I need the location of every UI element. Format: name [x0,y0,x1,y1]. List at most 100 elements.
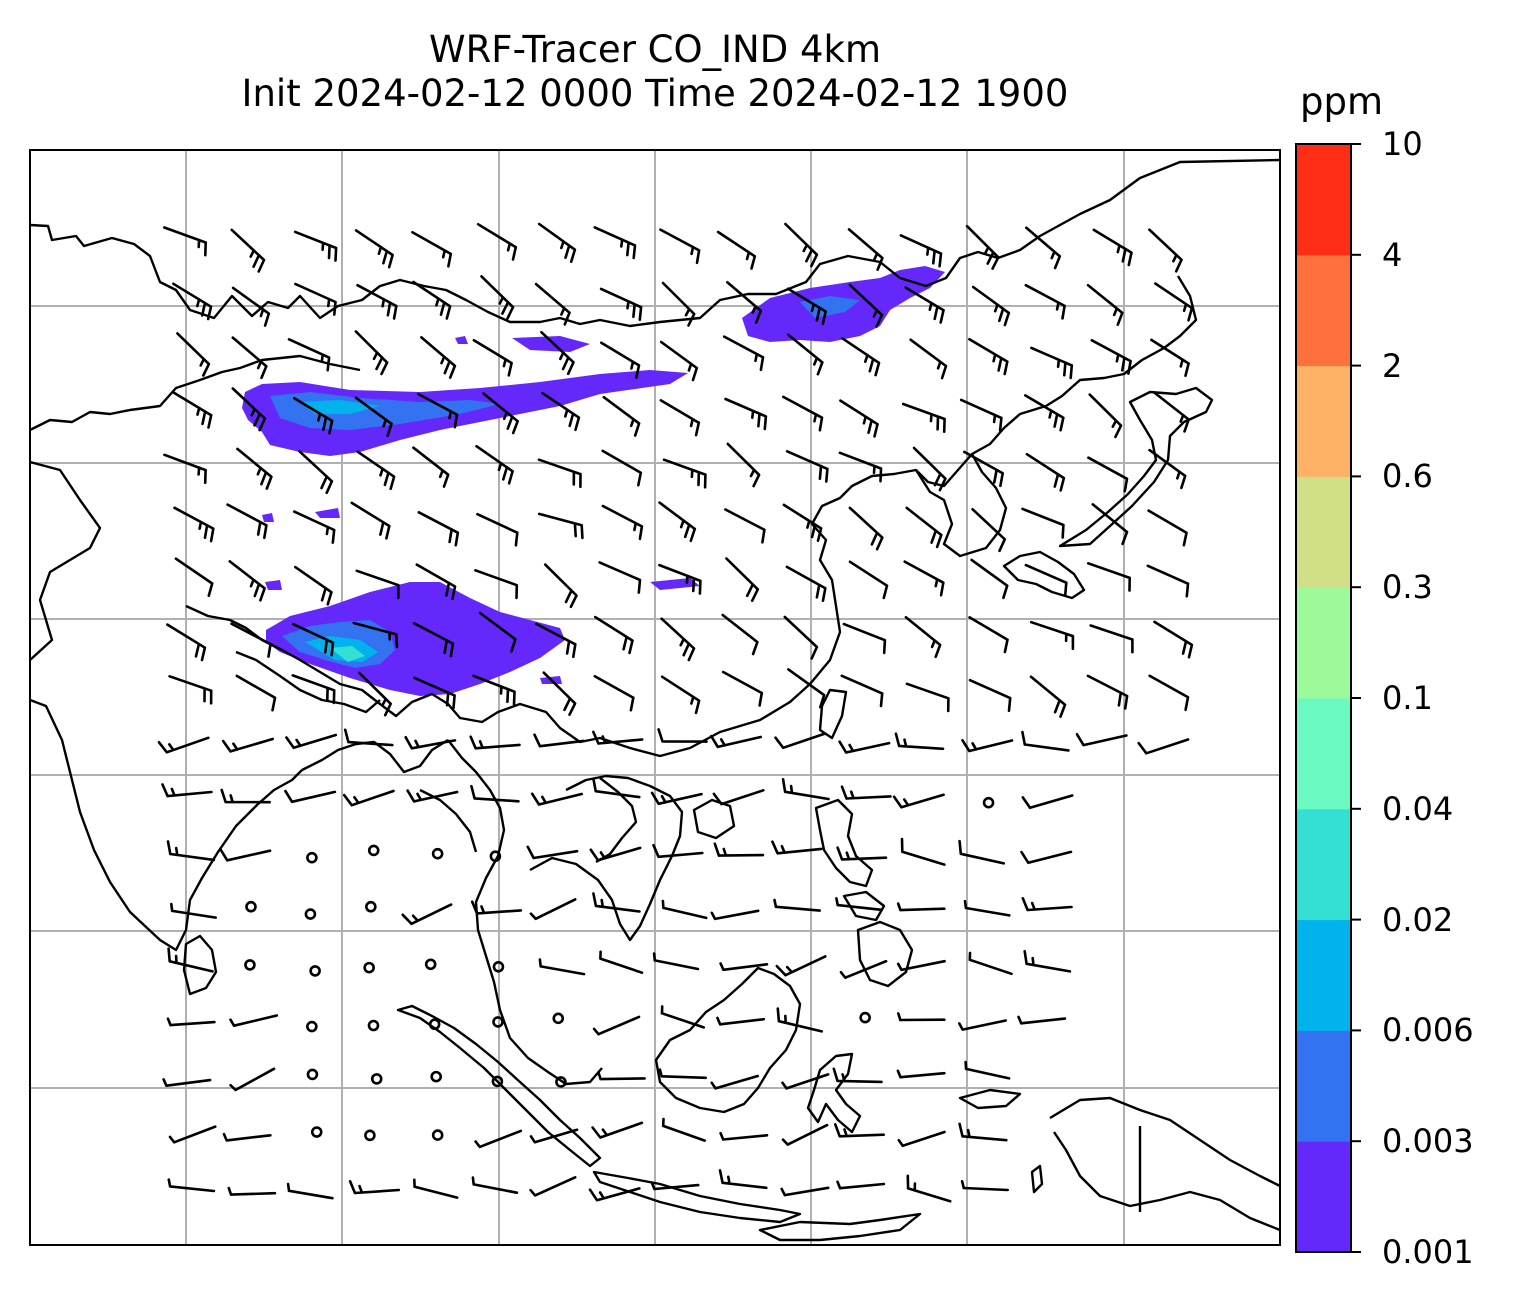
wind-barb-calm [859,1011,871,1024]
wind-barbs [157,222,1194,1203]
title-line-2: Init 2024-02-12 0000 Time 2024-02-12 190… [241,72,1069,115]
wind-barb [963,899,1011,917]
wind-barb [658,501,697,543]
wind-barb [847,228,884,271]
wind-barb [968,678,1012,712]
wind-barb [771,840,823,855]
wind-barb [838,740,891,754]
map-frame [29,149,1281,1246]
wind-barb [896,902,946,912]
wind-barb [293,397,334,435]
wind-barb [709,734,762,749]
wind-barb [294,282,337,316]
wind-barb [1075,733,1128,747]
colorbar-swatch [1296,1030,1351,1142]
wind-barb [839,399,879,438]
lesser-sunda [758,1212,922,1242]
wind-barb [783,615,819,660]
wind-barb [1137,738,1190,755]
wind-barb [660,1005,705,1029]
wind-barb [231,286,271,327]
wind-barb [166,623,207,662]
wind-barb [597,1071,646,1081]
wind-barb [474,569,519,600]
wind-barb [166,840,216,862]
wind-barb [710,909,760,921]
wind-barb [958,1019,1007,1031]
hainan [692,798,736,840]
plume-north-inner [300,400,380,414]
wind-barb [1086,674,1129,710]
wind-barb-calm [310,1126,323,1138]
wind-barb [650,791,703,806]
wind-barb [719,1131,769,1141]
wind-barb [1152,391,1190,433]
wind-barb [540,330,575,376]
wind-barb [285,733,338,750]
wind-barb [163,226,207,257]
wind-barb-calm [492,960,505,973]
wind-barb [781,1123,829,1146]
wind-barb [529,1176,577,1197]
colorbar-tick-label: 0.001 [1382,1233,1474,1271]
wind-barb-calm [431,1129,444,1141]
wind-barb [781,1073,830,1090]
wind-barb-calm [306,1020,318,1033]
wind-barb [592,892,641,913]
wind-barb [964,1060,1011,1080]
wind-barb [901,402,946,433]
indochina-coast [447,739,603,1086]
wind-barb [231,336,268,380]
wind-barb-calm [306,851,318,864]
wind-barb [725,557,760,602]
sumatra [396,1004,602,1168]
wind-barb [413,676,456,710]
colorbar-swatch [1296,919,1351,1031]
wind-barb [726,442,761,488]
wind-barb [776,1007,823,1033]
wind-barb [785,565,827,602]
wind-barb [291,622,335,657]
wind-barb [661,899,708,920]
wind-barb [599,287,643,321]
wind-barb [530,792,583,806]
wind-barb-calm [431,847,444,860]
wind-barb [168,1125,217,1144]
wind-barb [968,951,1013,976]
colorbar [1295,143,1361,1253]
wind-barb [1088,393,1123,439]
japan-kyushu [1002,550,1086,600]
wind-barb [226,503,268,540]
timor [958,1088,1022,1110]
wind-barb [963,450,1004,488]
border-northwest [30,158,1280,328]
colorbar-tick-label: 4 [1382,235,1403,274]
wind-barb [1086,283,1124,326]
wind-barb [1025,226,1062,270]
wind-barb [529,898,577,921]
wind-barb [840,785,892,800]
wind-barb-calm [245,900,257,913]
india-coast [30,460,303,952]
wind-barb-calm [489,850,502,863]
wind-barb [163,453,207,484]
sri-lanka [182,934,218,996]
wind-barb [476,512,519,547]
wind-barb [172,391,213,429]
wind-barb [231,387,267,432]
wind-barb [589,846,642,862]
wind-barb [968,616,1009,654]
border-nepal [235,650,381,714]
plume-fragment [512,336,590,352]
wind-barb [652,843,704,859]
japan-honshu [1058,386,1214,548]
wind-barb [533,733,585,748]
wind-barb-calm [244,959,256,971]
wind-barb [716,230,757,270]
halmahera [1030,1164,1044,1194]
wind-barb [1017,1015,1067,1025]
wind-barb [970,558,1009,600]
colorbar-tick-label: 0.04 [1382,789,1454,828]
wind-barb-calm [424,958,437,971]
